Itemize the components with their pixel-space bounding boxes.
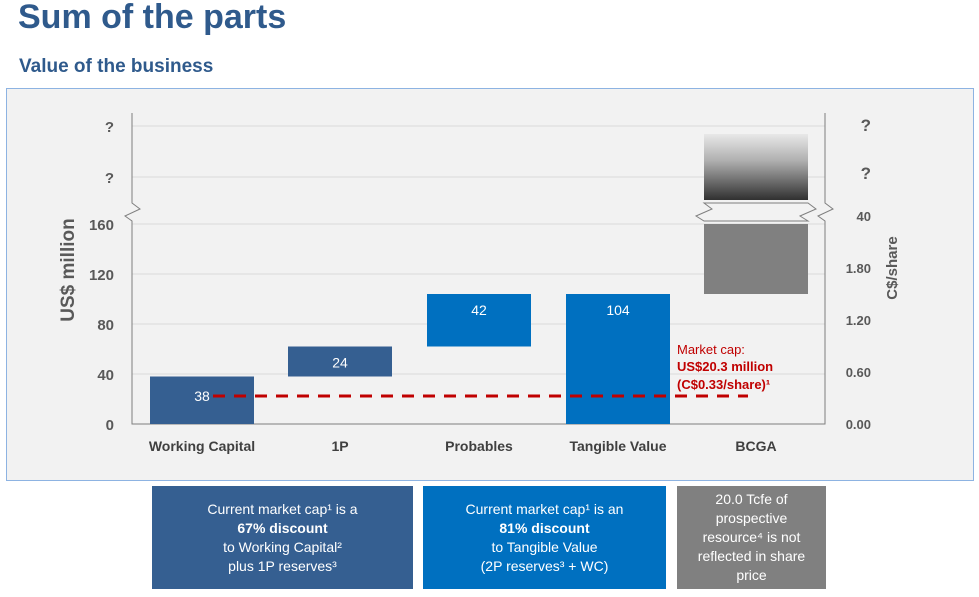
bar-value-label: 42	[471, 302, 487, 318]
bar-tangible-value	[566, 294, 670, 424]
category-label: Tangible Value	[570, 438, 667, 454]
left-tick-label: 160	[89, 217, 114, 234]
page-title: Sum of the parts	[18, 0, 287, 36]
info-box-bcga: 20.0 Tcfe of prospective resource⁴ is no…	[677, 486, 826, 589]
box-text: (2P reserves³ + WC)	[480, 557, 609, 574]
bar-probables	[427, 294, 531, 347]
market-cap-per-share: (C$0.33/share)¹	[677, 377, 770, 392]
right-tick-label: 1.20	[846, 313, 871, 328]
bar-value-label: 104	[606, 302, 630, 318]
bar-working-capital	[150, 376, 254, 424]
box-text: price	[736, 567, 767, 583]
left-tick-label: 0	[106, 417, 114, 434]
left-tick-label: 120	[89, 267, 114, 284]
market-cap-label: Market cap:	[677, 342, 745, 357]
box-text: Current market cap¹ is a	[207, 500, 358, 517]
bar-value-label: 38	[194, 388, 210, 404]
box-text: reflected in share	[697, 548, 806, 564]
info-box-working-capital: Current market cap¹ is a 67% discount to…	[152, 486, 413, 589]
page-subtitle: Value of the business	[19, 56, 214, 77]
category-label: 1P	[331, 438, 348, 454]
box-text: Current market cap¹ is an	[465, 500, 624, 517]
box-text: resource⁴ is not	[702, 529, 801, 545]
left-tick-label: ?	[105, 170, 114, 187]
category-label: Probables	[445, 438, 513, 454]
box-text: to Tangible Value	[491, 538, 598, 555]
market-cap-value: US$20.3 million	[677, 359, 773, 374]
bar-1p	[288, 346, 392, 377]
box-text: prospective	[715, 510, 788, 526]
info-box-tangible-value: Current market cap¹ is an 81% discount t…	[423, 486, 666, 589]
axis-break-mark	[694, 202, 817, 222]
right-tick-label: ?	[861, 164, 871, 183]
right-tick-label: 1.80	[846, 261, 871, 276]
right-tick-label: 40	[857, 209, 871, 224]
box-text: 20.0 Tcfe of	[715, 491, 788, 507]
category-label: Working Capital	[149, 438, 255, 454]
right-axis-title: C$/share	[884, 236, 901, 299]
axis-lines	[124, 113, 834, 425]
left-tick-label: 40	[97, 367, 114, 384]
right-tick-label: ?	[861, 116, 871, 135]
box-text: plus 1P reserves³	[228, 557, 337, 574]
box-highlight: 81% discount	[499, 519, 590, 536]
left-tick-label: 80	[97, 317, 114, 334]
left-tick-label: ?	[105, 119, 114, 136]
right-tick-label: 0.00	[846, 417, 871, 432]
right-tick-label: 0.60	[846, 365, 871, 380]
bar-bcga	[704, 224, 808, 294]
bar-bcga-upside	[704, 134, 808, 200]
box-highlight: 67% discount	[237, 519, 328, 536]
box-text: to Working Capital²	[223, 538, 342, 555]
bar-value-label: 24	[332, 355, 348, 371]
category-label: BCGA	[735, 438, 776, 454]
left-axis-title: US$ million	[58, 218, 79, 321]
